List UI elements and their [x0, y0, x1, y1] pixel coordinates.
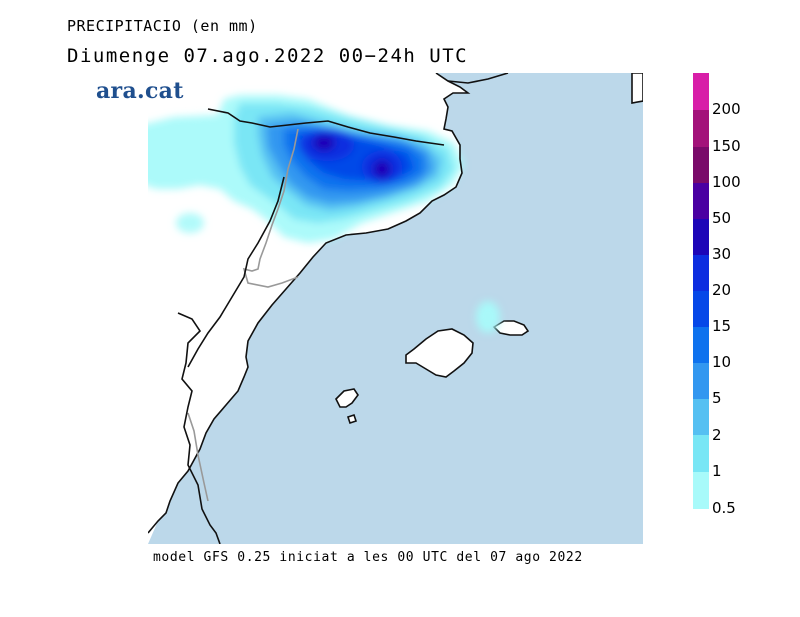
legend-swatch-15: [693, 291, 709, 327]
coastline: [148, 73, 471, 534]
model-footer: model GFS 0.25 iniciat a les 00 UTC del …: [153, 550, 583, 565]
legend-label-30: 30: [712, 245, 732, 263]
legend-label-0.5: 0.5: [712, 499, 736, 517]
legend-label-150: 150: [712, 137, 741, 155]
color-legend: [693, 73, 709, 509]
legend-label-1: 1: [712, 462, 722, 480]
inner-border: [187, 412, 209, 502]
mallorca-island: [405, 328, 474, 378]
legend-swatch-100: [693, 147, 709, 183]
precipitation-map: [148, 73, 643, 544]
france-coast-top: [447, 73, 509, 84]
legend-label-200: 200: [712, 100, 741, 118]
legend-swatch-5: [693, 363, 709, 399]
legend-label-15: 15: [712, 317, 732, 335]
national-border: [207, 108, 445, 146]
date-title: Diumenge 07.ago.2022 00−24h UTC: [67, 45, 469, 67]
legend-label-10: 10: [712, 353, 732, 371]
legend-swatch-20: [693, 255, 709, 291]
legend-swatch-30: [693, 219, 709, 255]
legend-swatch-1: [693, 435, 709, 472]
legend-swatch-200: [693, 73, 709, 110]
legend-label-20: 20: [712, 281, 732, 299]
legend-swatch-2: [693, 399, 709, 435]
legend-label-5: 5: [712, 389, 722, 407]
legend-label-50: 50: [712, 209, 732, 227]
valencia-border: [177, 312, 221, 544]
legend-swatch-150: [693, 110, 709, 147]
legend-swatch-0.5: [693, 472, 709, 509]
legend-label-100: 100: [712, 173, 741, 191]
variable-title: PRECIPITACIO (en mm): [67, 17, 258, 35]
menorca-island: [492, 320, 530, 336]
formentera-island: [346, 413, 358, 425]
aragon-border: [187, 176, 285, 368]
ibiza-island: [335, 388, 359, 408]
logo-araca[interactable]: ara.cat: [96, 78, 184, 104]
legend-swatch-10: [693, 327, 709, 363]
legend-label-2: 2: [712, 426, 722, 444]
legend-swatch-50: [693, 183, 709, 219]
regional-border: [242, 128, 299, 288]
top-right-coast: [631, 73, 643, 104]
